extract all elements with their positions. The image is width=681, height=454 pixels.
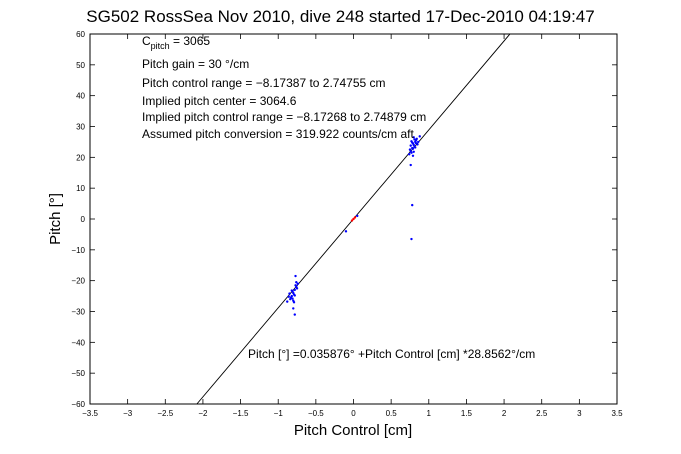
x-tick-label: −3: [123, 409, 133, 418]
data-point: [413, 138, 416, 141]
data-points: [286, 135, 421, 316]
annotation-c-pitch: Cpitch = 3065: [142, 34, 210, 51]
x-tick-label: −1.5: [233, 409, 249, 418]
data-point: [408, 148, 412, 151]
data-point: [290, 289, 293, 292]
x-tick-label: 2: [502, 409, 507, 418]
annotation-conversion: Assumed pitch conversion = 319.922 count…: [142, 127, 414, 141]
x-axis-label: Pitch Control [cm]: [294, 422, 412, 439]
annotation-block: Cpitch = 3065 Pitch gain = 30 °/cm Pitch…: [142, 34, 535, 361]
data-point: [344, 230, 348, 233]
data-point: [409, 163, 412, 167]
data-point: [286, 300, 289, 303]
x-tick-label: 1: [427, 409, 432, 418]
annotation-control-range: Pitch control range = −8.17387 to 2.7475…: [142, 76, 386, 90]
x-tick-label: 2.5: [536, 409, 548, 418]
x-tick-label: 3.5: [611, 409, 623, 418]
data-point: [294, 274, 297, 278]
data-point: [352, 217, 355, 221]
data-point: [411, 154, 415, 157]
data-point: [293, 313, 296, 316]
y-tick-label: −30: [71, 308, 85, 317]
annotation-c-pitch-value: = 3065: [170, 34, 211, 48]
annotation-gain: Pitch gain = 30 °/cm: [142, 57, 249, 71]
data-point: [291, 297, 294, 300]
data-point: [409, 144, 412, 147]
y-tick-label: 10: [76, 184, 85, 193]
y-tick-label: 50: [76, 61, 85, 70]
data-point: [411, 203, 414, 207]
y-tick-label: 20: [76, 153, 85, 162]
annotation-c-pitch-sub: pitch: [151, 41, 170, 51]
data-point: [295, 287, 299, 290]
annotation-implied-center: Implied pitch center = 3064.6: [142, 94, 297, 108]
data-point: [410, 237, 413, 241]
x-tick-label: −1: [274, 409, 284, 418]
annotation-c-pitch-main: C: [142, 34, 151, 48]
data-point: [412, 150, 415, 153]
y-tick-label: −60: [71, 400, 85, 409]
y-tick-label: 30: [76, 123, 85, 132]
y-tick-label: −20: [71, 277, 85, 286]
data-point: [412, 136, 415, 139]
data-point: [417, 140, 420, 144]
data-point: [293, 294, 296, 297]
annotation-implied-range: Implied pitch control range = −8.17268 t…: [142, 110, 426, 124]
x-tick-label: 1.5: [461, 409, 473, 418]
x-tick-label: −3.5: [82, 409, 98, 418]
axis-ticks: −3.5 −3 −2.5 −2 −1.5 −1 −0.5 0 0.5 1 1.5 2 2.5 3 3.5 −6…: [71, 30, 623, 418]
y-tick-label: −50: [71, 369, 85, 378]
y-tick-label: 60: [76, 30, 85, 39]
data-point: [356, 214, 359, 218]
data-point: [410, 140, 413, 143]
x-tick-label: −2: [198, 409, 208, 418]
data-point: [410, 151, 413, 154]
data-point: [287, 295, 290, 298]
y-tick-label: −10: [71, 246, 85, 255]
data-point: [418, 135, 421, 138]
data-point: [292, 307, 295, 310]
y-tick-label: −40: [71, 338, 85, 347]
data-point: [288, 292, 291, 295]
data-point: [293, 288, 296, 292]
data-point: [294, 284, 297, 287]
x-tick-label: 3: [577, 409, 582, 418]
data-point: [295, 281, 298, 284]
chart-title: SG502 RossSea Nov 2010, dive 248 started…: [86, 7, 594, 26]
data-point: [414, 141, 418, 145]
x-tick-label: −2.5: [157, 409, 173, 418]
y-axis-label: Pitch [°]: [47, 193, 64, 245]
y-tick-label: 0: [81, 215, 86, 224]
x-tick-label: −0.5: [308, 409, 324, 418]
data-point: [408, 153, 411, 156]
data-point: [292, 301, 296, 304]
y-tick-label: 40: [76, 92, 85, 101]
data-point: [350, 219, 354, 222]
annotation-fit: Pitch [°] =0.035876° +Pitch Control [cm]…: [248, 347, 535, 361]
x-tick-label: 0: [351, 409, 356, 418]
data-point: [414, 146, 417, 149]
data-point: [411, 147, 415, 150]
data-point: [353, 216, 357, 219]
x-tick-label: 0.5: [386, 409, 398, 418]
data-point: [296, 282, 299, 285]
